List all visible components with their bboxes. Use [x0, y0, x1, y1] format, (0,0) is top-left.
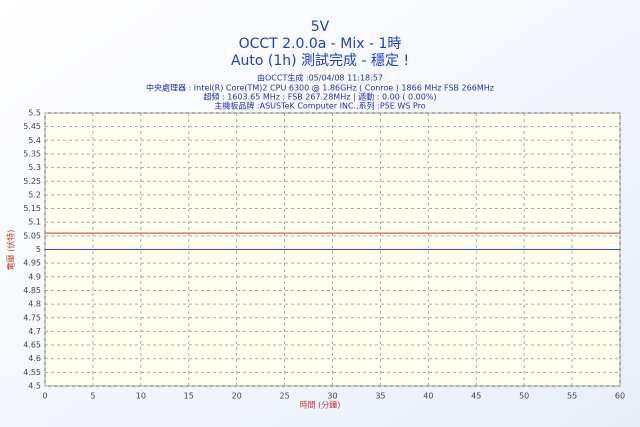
info-line: 主機板品牌 :ASUSTeK Computer INC.,系列 :P5E WS …	[214, 101, 425, 111]
y-tick-label: 4.8	[28, 300, 41, 309]
x-tick-label: 60	[615, 392, 625, 401]
info-line: 中央處理器 : Intel(R) Core(TM)2 CPU 6300 @ 1.…	[146, 83, 494, 93]
subtitle: Auto (1h) 測試完成 - 穩定 !	[231, 53, 409, 69]
info-line: 由OCCT生成 :05/04/08 11:18:57	[257, 73, 383, 83]
chart-title: 5V	[311, 19, 330, 35]
x-tick-label: 5	[90, 392, 95, 401]
y-tick-label: 4.6	[28, 354, 41, 363]
y-tick-label: 5.15	[23, 204, 41, 213]
x-axis-label: 時間 (分鐘)	[300, 400, 341, 410]
y-tick-label: 4.55	[23, 368, 41, 377]
x-tick-label: 55	[567, 392, 577, 401]
x-tick-label: 10	[136, 392, 146, 401]
y-tick-label: 4.95	[23, 259, 41, 268]
y-tick-label: 5.4	[28, 136, 41, 145]
x-tick-label: 15	[184, 392, 194, 401]
y-tick-label: 4.85	[23, 286, 41, 295]
x-tick-label: 30	[327, 392, 337, 401]
x-tick-label: 35	[375, 392, 385, 401]
y-tick-label: 5.05	[23, 231, 41, 240]
x-tick-label: 50	[519, 392, 529, 401]
subtitle: OCCT 2.0.0a - Mix - 1時	[239, 36, 402, 52]
info-line: 超頻 : 1603.65 MHz ; FSB 267.28MHz | 遞動 : …	[203, 92, 436, 102]
y-axis-label: 電壓 (伏特)	[6, 230, 16, 271]
y-tick-label: 5.35	[23, 149, 41, 158]
y-tick-label: 5.45	[23, 122, 41, 131]
y-tick-label: 5	[36, 245, 41, 254]
y-tick-label: 5.2	[28, 190, 41, 199]
y-tick-label: 5.25	[23, 177, 41, 186]
y-tick-label: 4.5	[28, 382, 41, 391]
x-tick-label: 20	[232, 392, 242, 401]
y-tick-label: 4.65	[23, 341, 41, 350]
x-tick-label: 40	[423, 392, 433, 401]
y-tick-label: 4.7	[28, 327, 41, 336]
y-tick-label: 4.9	[28, 272, 41, 281]
y-tick-label: 5.5	[28, 109, 41, 118]
x-tick-label: 25	[279, 392, 289, 401]
x-tick-label: 45	[471, 392, 481, 401]
y-tick-label: 5.1	[28, 218, 41, 227]
y-tick-label: 5.3	[28, 163, 41, 172]
x-tick-label: 0	[42, 392, 47, 401]
y-tick-label: 4.75	[23, 313, 41, 322]
